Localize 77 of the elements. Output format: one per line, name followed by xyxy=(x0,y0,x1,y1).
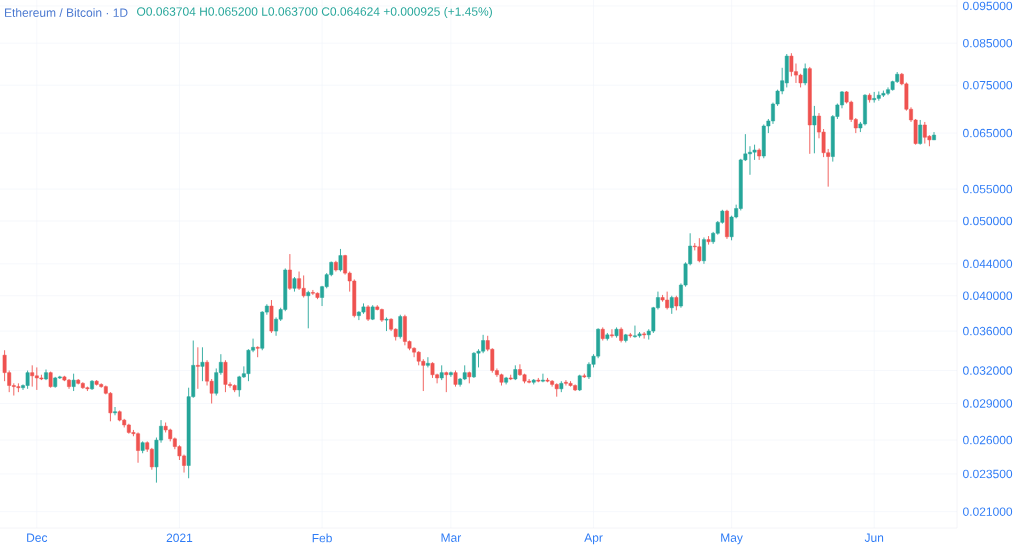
candlestick xyxy=(195,346,200,390)
candlestick xyxy=(628,332,633,339)
y-tick-label: 0.050000 xyxy=(963,216,1013,226)
annotation: O0.063704 H0.065200 L0.063700 C0.064624 +0.000925 (+1.45%) xyxy=(137,6,492,19)
candlestick xyxy=(232,383,237,393)
text: Ethereum / Bitcoin · 1D xyxy=(5,8,128,17)
y-tick-label: 0.095000 xyxy=(963,1,1013,11)
candlestick xyxy=(223,359,228,393)
candlestick xyxy=(444,371,449,393)
x-tick-label: Dec xyxy=(27,533,48,542)
candlestick xyxy=(315,291,320,300)
y-tick-label: 0.021000 xyxy=(963,507,1013,516)
x-tick-label: Jun xyxy=(864,533,884,542)
candlestick xyxy=(918,119,923,146)
y-tick-label: 0.029000 xyxy=(963,399,1013,408)
y-tick-label: 0.085000 xyxy=(963,38,1013,48)
candlestick xyxy=(674,295,679,311)
candlestick xyxy=(614,326,619,339)
y-tick-label: 0.075000 xyxy=(963,80,1013,90)
y-tick-label: 0.026000 xyxy=(963,435,1013,445)
candlestick xyxy=(140,440,145,454)
y-tick-label: 0.032000 xyxy=(963,366,1013,375)
x-tick-label: Feb xyxy=(312,533,332,543)
candlestick xyxy=(545,377,550,383)
candlestick xyxy=(541,373,545,383)
candlestick xyxy=(872,91,877,104)
candlestick xyxy=(582,373,587,379)
candlestick xyxy=(600,326,605,341)
candlestick xyxy=(812,105,817,154)
candlestick xyxy=(292,276,297,293)
candlestick xyxy=(559,380,564,393)
y-tick-label: 0.044000 xyxy=(963,259,1013,269)
x-tick-label: 2021 xyxy=(166,533,193,543)
candlestick xyxy=(200,346,205,382)
candlestick xyxy=(39,374,44,381)
candlestick xyxy=(568,380,573,388)
candlestick xyxy=(48,371,53,389)
candlestick xyxy=(430,361,435,379)
candlestick xyxy=(536,377,541,383)
candlestick xyxy=(30,364,35,388)
candlestick xyxy=(25,370,30,390)
candlestick xyxy=(76,378,81,385)
candlestick xyxy=(384,316,389,332)
candlestick xyxy=(706,235,711,246)
candlestick xyxy=(513,364,518,381)
x-tick-label: Mar xyxy=(441,533,462,542)
candlestick xyxy=(623,333,628,343)
candlestick xyxy=(467,371,472,384)
candlestick xyxy=(577,374,582,392)
candlestick xyxy=(807,66,812,155)
candlestick xyxy=(508,374,513,381)
candlestick xyxy=(85,386,90,392)
candlestick xyxy=(867,92,872,104)
candlestick xyxy=(53,376,58,389)
candlestick xyxy=(370,304,375,321)
candlestick xyxy=(301,275,306,298)
y-tick-label: 0.040000 xyxy=(963,291,1013,300)
candlestick xyxy=(554,382,559,398)
candlestick xyxy=(439,364,444,381)
y-tick-label: 0.065000 xyxy=(963,128,1013,138)
y-tick-label: 0.036000 xyxy=(963,326,1013,336)
candlestick xyxy=(306,290,311,329)
candlestick xyxy=(757,147,762,161)
candlestick xyxy=(269,299,274,334)
candlestick xyxy=(71,373,76,392)
candlestick xyxy=(338,248,343,272)
y-tick-label: 0.023500 xyxy=(963,469,1013,479)
candlestick xyxy=(605,332,610,341)
x-tick-label: Apr xyxy=(584,533,603,545)
candlestick xyxy=(113,406,117,416)
candlestick xyxy=(669,295,674,315)
y-tick-label: 0.055000 xyxy=(963,184,1013,194)
x-tick-label: May xyxy=(721,533,743,545)
candlestick xyxy=(531,378,536,385)
candlestick xyxy=(255,345,260,358)
candlestick xyxy=(453,370,458,388)
candlestick xyxy=(398,314,403,340)
